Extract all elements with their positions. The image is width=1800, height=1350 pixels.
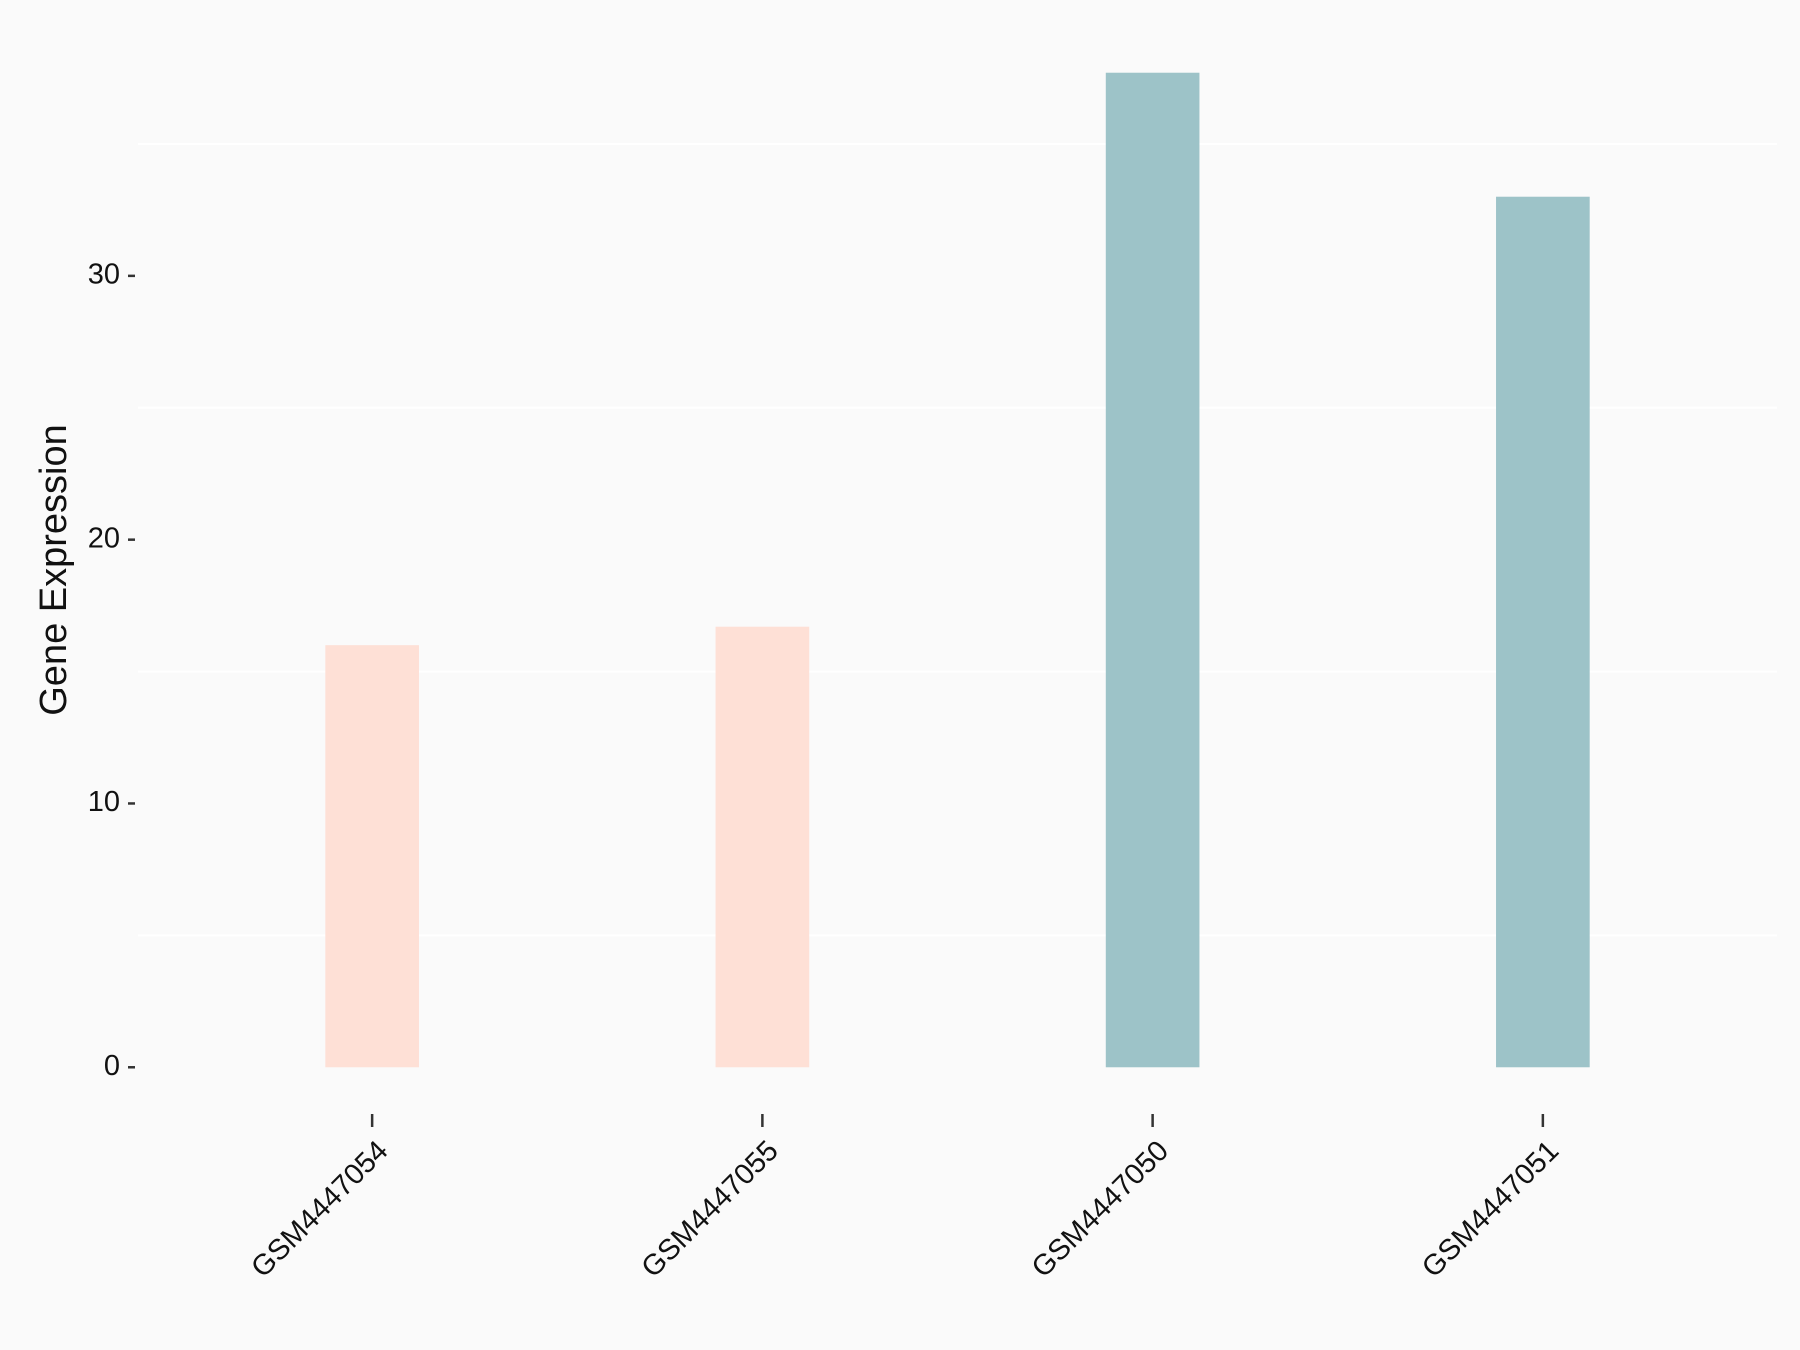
y-tick-label: 0 [104, 1050, 120, 1082]
y-tick-label: 10 [88, 786, 120, 818]
bar [1105, 72, 1200, 1068]
bar [1496, 196, 1590, 1068]
bar [715, 626, 810, 1068]
y-tick-label: 30 [88, 259, 120, 291]
y-tick-label: 20 [88, 522, 120, 554]
bar [325, 645, 419, 1068]
y-axis-title: Gene Expression [33, 424, 75, 716]
